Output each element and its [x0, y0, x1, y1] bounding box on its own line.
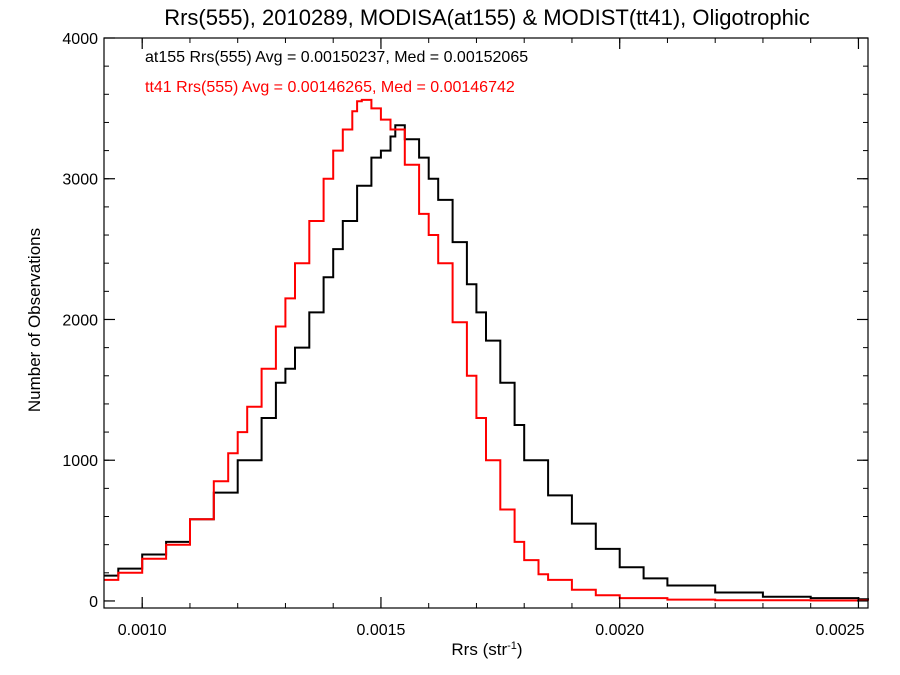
- x-tick-label: 0.0015: [356, 622, 405, 639]
- x-axis-label: Rrs (str-1): [451, 640, 522, 659]
- legend-tt41-stats: tt41 Rrs(555) Avg = 0.00146265, Med = 0.…: [145, 79, 515, 96]
- tt41-histogram-line: [104, 98, 869, 602]
- axes: 0.0010 0.0015 0.0020 0.0025 0 1000 2000 3000 400…: [62, 31, 869, 639]
- y-tick-label: 1000: [62, 453, 98, 470]
- x-axis-label-superscript: -1: [507, 640, 517, 652]
- plot-frame: [103, 37, 869, 609]
- x-axis-label-close: ): [517, 640, 523, 659]
- legend-at155-stats: at155 Rrs(555) Avg = 0.00150237, Med = 0…: [145, 49, 528, 66]
- x-tick-label: 0.0010: [118, 622, 167, 639]
- chart-title: Rrs(555), 2010289, MODISA(at155) & MODIS…: [164, 5, 810, 30]
- x-tick-label: 0.0020: [595, 622, 644, 639]
- x-tick-label: 0.0025: [816, 622, 865, 639]
- y-tick-label: 3000: [62, 172, 98, 189]
- y-axis-label: Number of Observations: [25, 228, 44, 412]
- at155-histogram-line: [104, 124, 869, 601]
- x-axis-label-main: Rrs (str: [451, 640, 507, 659]
- y-tick-label: 2000: [62, 312, 98, 329]
- y-tick-label: 0: [89, 594, 98, 611]
- y-tick-label: 4000: [62, 31, 98, 48]
- series-layer: [104, 98, 869, 602]
